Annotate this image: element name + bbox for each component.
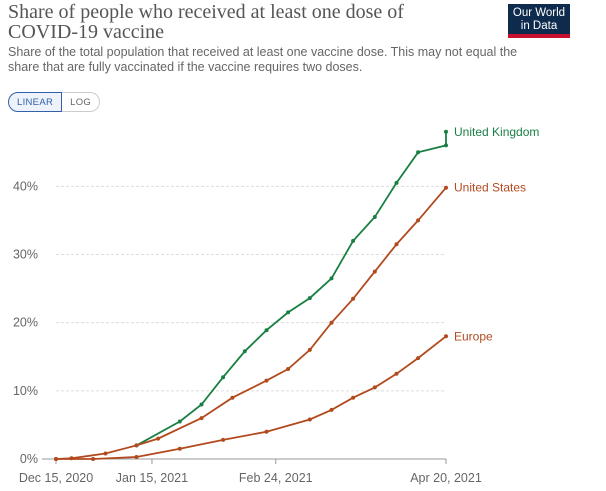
data-point [91, 457, 96, 461]
x-axis-ticks: Dec 15, 2020 Jan 15, 2021 Feb 24, 2021 Apr … [19, 459, 482, 485]
data-point [351, 395, 356, 400]
data-point [416, 356, 421, 361]
data-point [444, 143, 448, 148]
data-point [134, 455, 139, 459]
owid-logo[interactable]: Our World in Data [508, 4, 570, 38]
data-point [286, 367, 291, 371]
data-point [264, 328, 269, 333]
chart-subtitle: Share of the total population that recei… [8, 45, 518, 74]
data-point [307, 417, 312, 422]
data-point [103, 451, 108, 456]
series-labels: United Kingdom United States Europe [454, 125, 539, 343]
data-point [416, 218, 421, 223]
data-point [264, 429, 269, 434]
x-tick-label: Apr 20, 2021 [410, 471, 482, 485]
data-point [242, 349, 247, 354]
data-point [394, 180, 399, 185]
y-tick-label: 0% [20, 452, 38, 466]
data-point [394, 371, 399, 376]
data-point [444, 185, 448, 190]
data-point [329, 276, 334, 281]
x-tick-label: Jan 15, 2021 [116, 471, 188, 485]
data-point [372, 215, 377, 219]
data-point [351, 296, 356, 301]
data-point [54, 457, 58, 461]
data-point [221, 437, 226, 442]
series-line-united-kingdom[interactable] [136, 131, 447, 447]
y-tick-label: 40% [13, 179, 38, 193]
data-point [177, 446, 182, 451]
series-label: United Kingdom [454, 125, 539, 139]
series-line-europe[interactable] [56, 335, 447, 460]
logo-line-2: in Data [520, 20, 558, 32]
data-point [199, 416, 204, 421]
data-point [307, 296, 312, 301]
data-point [177, 419, 182, 424]
data-point [156, 436, 161, 441]
data-point [444, 129, 448, 134]
y-tick-label: 20% [13, 316, 38, 330]
scale-toggle: LINEAR LOG [8, 92, 101, 112]
data-point [230, 395, 235, 400]
grid-lines [42, 185, 446, 460]
x-tick-label: Feb 24, 2021 [239, 471, 313, 485]
y-tick-label: 10% [13, 384, 38, 398]
series-label: United States [454, 181, 526, 195]
data-point [329, 320, 334, 325]
y-tick-label: 30% [13, 248, 38, 262]
data-point [394, 242, 399, 247]
x-tick-label: Dec 15, 2020 [19, 471, 93, 485]
data-point [329, 407, 334, 412]
logo-line-1: Our World [512, 7, 566, 19]
data-point [351, 238, 356, 243]
data-point [444, 334, 448, 339]
data-point [199, 402, 204, 407]
data-point [286, 310, 291, 315]
data-point [372, 385, 377, 390]
linear-scale-button[interactable]: LINEAR [8, 92, 63, 112]
data-point [416, 150, 421, 155]
data-point [264, 378, 269, 383]
log-scale-button[interactable]: LOG [62, 92, 101, 112]
data-point [221, 375, 226, 380]
series-line-united-states[interactable] [55, 187, 447, 460]
chart-title: Share of people who received at least on… [8, 1, 404, 43]
data-point [307, 347, 312, 352]
series-label: Europe [454, 329, 493, 343]
y-axis-ticks: 0% 10% 20% 30% 40% [13, 179, 38, 466]
data-point [134, 443, 139, 448]
data-point [372, 269, 377, 274]
series-lines [54, 129, 448, 461]
